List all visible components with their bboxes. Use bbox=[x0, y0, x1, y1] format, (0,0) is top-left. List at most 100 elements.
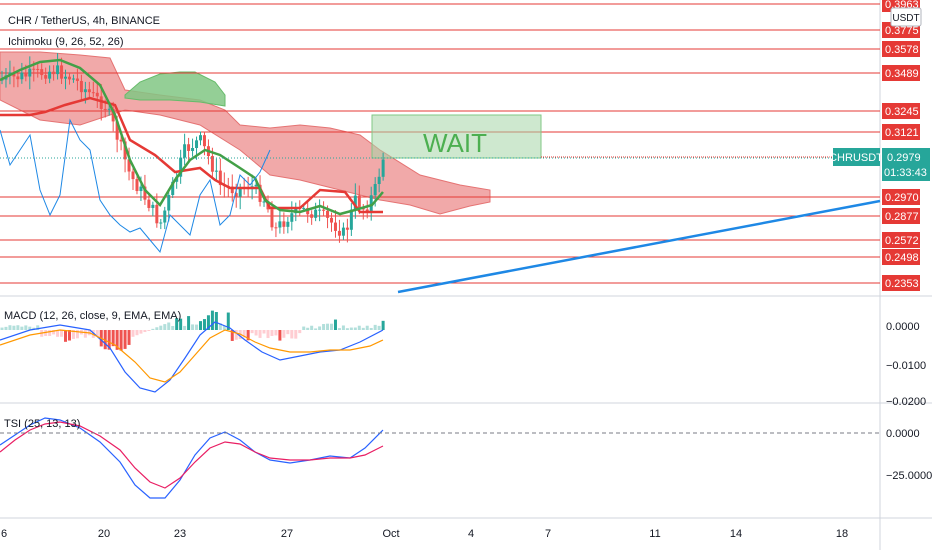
macd-hist-bar-51 bbox=[202, 319, 206, 330]
candle-body-76 bbox=[302, 208, 306, 210]
currency-badge-bg[interactable] bbox=[890, 7, 922, 27]
macd-hist-bar-53 bbox=[210, 310, 214, 330]
candle-body-10 bbox=[40, 69, 44, 76]
macd-hist-bar-37 bbox=[147, 330, 151, 331]
macd-hist-bar-9 bbox=[36, 325, 40, 330]
candle-body-58 bbox=[230, 186, 234, 194]
x-tick-0: 6 bbox=[1, 528, 7, 540]
candle-body-83 bbox=[330, 217, 334, 223]
macd-hist-bar-55 bbox=[218, 323, 222, 330]
x-tick-3: 27 bbox=[281, 528, 293, 540]
candle-body-42 bbox=[167, 195, 171, 211]
candle-body-64 bbox=[254, 184, 258, 187]
kumo-bullish bbox=[124, 71, 226, 107]
symbol-tag-bg bbox=[833, 148, 880, 166]
candle-body-55 bbox=[218, 170, 222, 186]
macd-hist-bar-44 bbox=[175, 318, 179, 330]
macd-hist-bar-72 bbox=[286, 330, 290, 335]
macd-signal-line bbox=[0, 329, 384, 383]
kijun-sen bbox=[0, 96, 383, 214]
time-axis[interactable]: 6 20 23 27 Oct 4 7 11 14 18 bbox=[1, 528, 848, 540]
macd-hist-bar-14 bbox=[56, 330, 60, 337]
tenkan-sen bbox=[0, 58, 384, 216]
x-tick-8: 14 bbox=[730, 528, 742, 540]
ichimoku-legend[interactable]: Ichimoku (9, 26, 52, 26) bbox=[8, 36, 124, 48]
macd-hist-bar-19 bbox=[75, 330, 79, 339]
candle-body-51 bbox=[202, 135, 206, 147]
macd-hist-bar-65 bbox=[258, 330, 262, 338]
current-price: 0.2979 bbox=[887, 152, 921, 164]
symbol-tag: CHRUSDT bbox=[829, 152, 883, 164]
current-price-tag-bg bbox=[882, 148, 930, 181]
candle-body-31 bbox=[123, 141, 127, 160]
price-tag-1: 0.3775 bbox=[885, 25, 919, 37]
candle-body-16 bbox=[64, 76, 68, 79]
ichimoku-lines bbox=[0, 58, 384, 254]
price-axis-tags: 0.3963 0.3775 0.3578 0.3489 0.3245 0.3121 0.29… bbox=[882, 0, 920, 291]
price-tag-8: 0.2572 bbox=[885, 235, 919, 247]
candle-body-49 bbox=[195, 140, 199, 148]
wait-zone[interactable]: WAIT bbox=[371, 114, 880, 159]
candle-body-72 bbox=[286, 221, 290, 227]
candle-body-19 bbox=[75, 78, 79, 81]
candle-body-66 bbox=[262, 201, 266, 203]
trendline[interactable] bbox=[397, 199, 881, 294]
x-tick-2: 23 bbox=[174, 528, 186, 540]
candle-body-82 bbox=[326, 210, 330, 218]
candle-body-26 bbox=[103, 108, 107, 110]
macd-hist-bar-36 bbox=[143, 330, 147, 333]
tsi-legend[interactable]: TSI (25, 13, 13) bbox=[4, 418, 80, 430]
macd-hist-bar-93 bbox=[369, 327, 373, 330]
wait-label: WAIT bbox=[423, 128, 487, 158]
macd-hist-bar-50 bbox=[199, 321, 202, 330]
candle-body-90 bbox=[357, 195, 361, 209]
candle-body-8 bbox=[32, 68, 36, 70]
candle-body-91 bbox=[361, 208, 365, 210]
horizontal-levels[interactable] bbox=[0, 3, 880, 284]
macd-hist-bar-47 bbox=[187, 316, 191, 330]
macd-hist-bar-94 bbox=[373, 324, 377, 330]
candle-body-71 bbox=[282, 221, 286, 227]
price-tag-5: 0.3121 bbox=[885, 127, 919, 139]
macd-hist-bar-48 bbox=[191, 324, 195, 330]
macd-hist-bar-95 bbox=[377, 325, 381, 330]
price-tag-bg-7 bbox=[882, 208, 920, 224]
tsi-tick-1: −25.0000 bbox=[886, 470, 932, 482]
macd-hist-bar-78 bbox=[310, 325, 314, 330]
candle-body-92 bbox=[365, 209, 369, 212]
macd-hist-bar-42 bbox=[167, 322, 171, 330]
candle-body-40 bbox=[159, 222, 163, 224]
candle-body-25 bbox=[99, 96, 103, 109]
macd-hist-bar-34 bbox=[135, 330, 139, 336]
macd-legend[interactable]: MACD (12, 26, close, 9, EMA, EMA) bbox=[4, 310, 181, 322]
macd-hist-bar-16 bbox=[64, 330, 68, 342]
macd-hist-bar-30 bbox=[119, 330, 123, 351]
candle-body-70 bbox=[278, 221, 282, 228]
candle-body-87 bbox=[345, 227, 349, 230]
candle-body-43 bbox=[171, 181, 175, 196]
macd-hist-bar-59 bbox=[234, 330, 238, 340]
candle-body-7 bbox=[28, 68, 32, 77]
price-tag-2: 0.3578 bbox=[885, 44, 919, 56]
currency-badge[interactable]: USDT bbox=[892, 13, 919, 24]
candle-body-18 bbox=[71, 78, 75, 80]
bar-countdown: 01:33:43 bbox=[884, 167, 927, 179]
price-tag-bg-10 bbox=[882, 275, 920, 291]
macd-hist-bar-1 bbox=[4, 326, 8, 330]
macd-hist-bar-35 bbox=[139, 330, 143, 334]
chikou-span bbox=[0, 118, 271, 254]
macd-hist-bar-28 bbox=[111, 330, 115, 347]
macd-tick-2: −0.0200 bbox=[886, 396, 926, 408]
candle-body-20 bbox=[79, 80, 83, 93]
macd-hist-bar-80 bbox=[318, 326, 322, 330]
candle-body-32 bbox=[127, 159, 131, 172]
symbol-title[interactable]: CHR / TetherUS, 4h, BINANCE bbox=[8, 15, 160, 27]
wait-box[interactable] bbox=[371, 114, 542, 159]
macd-hist-bar-21 bbox=[83, 330, 87, 338]
candle-body-15 bbox=[60, 65, 64, 79]
candle-body-89 bbox=[353, 195, 357, 210]
price-tag-bg-6 bbox=[882, 189, 920, 205]
candle-body-11 bbox=[44, 75, 48, 79]
candle-body-33 bbox=[131, 171, 135, 180]
